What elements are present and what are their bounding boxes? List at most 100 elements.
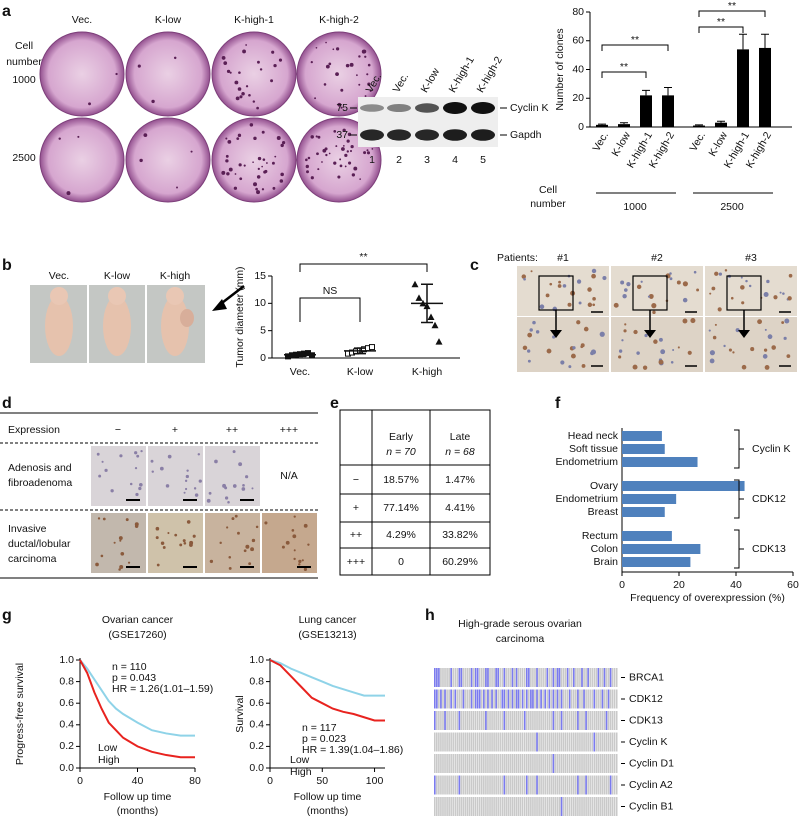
lane-number: 4 (452, 154, 458, 166)
colony (363, 151, 367, 155)
altered-cell (605, 711, 608, 730)
group-title: Cell (539, 184, 557, 196)
altered-cell (515, 689, 518, 709)
stained-cell (576, 320, 581, 325)
table-cell: 4.29% (386, 529, 416, 541)
stained-cell (714, 323, 717, 326)
colony (325, 153, 328, 157)
stained-cell (783, 336, 787, 340)
colony (367, 63, 371, 67)
colony (239, 177, 243, 181)
altered-cell (587, 668, 589, 687)
plate (39, 31, 125, 117)
colony (324, 147, 328, 151)
colony (257, 156, 262, 161)
stained-cell (293, 515, 296, 518)
stained-cell (570, 353, 576, 359)
colony (364, 95, 367, 98)
stained-cell (682, 281, 688, 287)
arrow-head (212, 299, 227, 311)
stained-cell (186, 469, 189, 472)
stained-cell (717, 307, 722, 312)
colony (306, 170, 309, 174)
altered-cell (540, 689, 542, 709)
stained-cell (255, 525, 259, 529)
altered-cell (556, 668, 559, 687)
colony (314, 97, 317, 100)
stained-cell (763, 291, 769, 297)
colony (243, 164, 246, 167)
table-cell: 4.41% (445, 502, 475, 514)
altered-cell (552, 689, 555, 709)
x-tick-label: K-high (412, 366, 443, 378)
stained-cell (281, 545, 285, 549)
stained-cell (234, 514, 238, 518)
altered-cell (536, 732, 538, 752)
error-bar (761, 33, 769, 48)
colony (115, 72, 118, 76)
colony (238, 163, 242, 167)
bar (622, 507, 665, 517)
bar (622, 444, 665, 454)
row-label: Cyclin D1 (629, 757, 674, 769)
significance-label: ** (620, 61, 628, 73)
stained-cell (764, 365, 770, 370)
altered-cell (546, 668, 549, 687)
y-axis-title: Progress-free survival (14, 663, 26, 765)
colony (274, 155, 277, 158)
stained-cell (620, 280, 625, 285)
bar (622, 531, 672, 541)
x-axis-title: Frequency of overexpression (%) (630, 592, 785, 604)
bar (759, 47, 771, 127)
stained-cell (771, 345, 776, 350)
bar (622, 431, 662, 441)
colony (248, 93, 251, 97)
stained-cell (658, 359, 664, 365)
colony (238, 71, 241, 74)
colony (58, 137, 61, 140)
chart-subtitle: (GSE17260) (108, 629, 166, 641)
panel-label: f (555, 395, 561, 412)
altered-cell (577, 689, 579, 709)
table-cell: ++ (350, 529, 362, 541)
panel-label: b (2, 257, 12, 274)
stained-cell (690, 318, 696, 324)
colony (237, 87, 242, 91)
stained-cell (301, 559, 304, 562)
altered-cell (476, 689, 479, 709)
band-label: Gapdh (510, 129, 542, 141)
lane-number: 2 (396, 154, 402, 166)
x-tick-label: Vec. (687, 130, 708, 154)
stained-cell (546, 348, 552, 354)
plate-column-label: K-high-2 (319, 14, 359, 26)
colony (226, 172, 230, 176)
table-cell: − (353, 474, 359, 486)
stained-cell (285, 540, 290, 545)
altered-cell (497, 668, 499, 687)
bar (618, 124, 630, 127)
colony (325, 64, 330, 69)
colony (255, 187, 258, 191)
bar (693, 125, 705, 127)
bar (622, 557, 691, 567)
altered-cell (483, 689, 485, 709)
panel-label: d (2, 395, 12, 412)
stained-cell (248, 562, 252, 566)
row-label: Cyclin A2 (629, 779, 673, 791)
blot-band (360, 129, 384, 141)
altered-cell (532, 689, 534, 709)
altered-cell (583, 689, 585, 709)
stained-cell (549, 282, 553, 286)
x-tick-label: 40 (730, 579, 742, 591)
blot-band (415, 129, 439, 141)
altered-cell (487, 689, 489, 709)
table-cell: 0 (398, 556, 404, 568)
y-tick-label: 0.0 (249, 762, 264, 774)
heatmap-row (434, 711, 618, 730)
row-label: ductal/lobular (8, 538, 71, 550)
colony (310, 61, 313, 64)
bar (622, 481, 745, 491)
ihc-image (517, 266, 609, 316)
stained-cell (522, 345, 528, 351)
